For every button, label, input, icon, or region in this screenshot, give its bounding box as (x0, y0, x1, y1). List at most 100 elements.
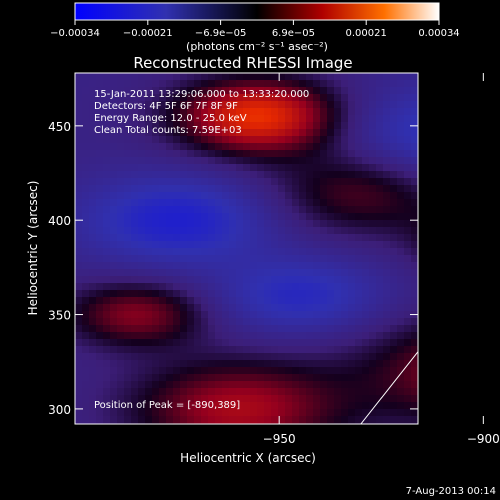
heatmap-cell (159, 402, 167, 410)
heatmap-cell (383, 283, 391, 291)
heatmap-cell (110, 381, 118, 389)
heatmap-cell (124, 192, 132, 200)
heatmap-cell (264, 353, 272, 361)
heatmap-cell (299, 325, 307, 333)
heatmap-cell (138, 255, 146, 263)
heatmap-cell (292, 73, 300, 81)
heatmap-cell (201, 360, 209, 368)
heatmap-cell (229, 178, 237, 186)
heatmap-cell (96, 87, 104, 95)
heatmap-cell (145, 409, 153, 417)
heatmap-cell (208, 367, 216, 375)
heatmap-cell (278, 115, 286, 123)
heatmap-cell (236, 409, 244, 417)
heatmap-cell (313, 220, 321, 228)
heatmap-cell (383, 276, 391, 284)
heatmap-cell (334, 416, 342, 424)
heatmap-cell (390, 122, 398, 130)
heatmap-cell (327, 80, 335, 88)
heatmap-cell (96, 150, 104, 158)
heatmap-cell (243, 241, 251, 249)
heatmap-cell (285, 381, 293, 389)
heatmap-cell (341, 276, 349, 284)
heatmap-cell (341, 213, 349, 221)
heatmap-cell (75, 241, 83, 249)
heatmap-cell (306, 115, 314, 123)
heatmap-cell (390, 206, 398, 214)
heatmap-cell (110, 143, 118, 151)
heatmap-cell (390, 304, 398, 312)
heatmap-cell (397, 150, 405, 158)
y-tick-label: 450 (48, 120, 71, 134)
heatmap-cell (257, 402, 265, 410)
heatmap-cell (187, 108, 195, 116)
heatmap-cell (229, 87, 237, 95)
heatmap-cell (348, 339, 356, 347)
heatmap-cell (362, 94, 370, 102)
heatmap-cell (82, 381, 90, 389)
heatmap-cell (82, 262, 90, 270)
heatmap-cell (180, 143, 188, 151)
heatmap-cell (383, 185, 391, 193)
heatmap-cell (187, 171, 195, 179)
heatmap-cell (348, 101, 356, 109)
heatmap-cell (292, 241, 300, 249)
heatmap-cell (236, 395, 244, 403)
heatmap-cell (138, 409, 146, 417)
heatmap-cell (243, 255, 251, 263)
heatmap-cell (390, 311, 398, 319)
heatmap-cell (215, 290, 223, 298)
limb-line (360, 350, 418, 424)
heatmap-cell (292, 157, 300, 165)
heatmap-cell (159, 318, 167, 326)
heatmap-cell (82, 213, 90, 221)
heatmap-cell (341, 381, 349, 389)
heatmap-cell (138, 220, 146, 228)
heatmap-cell (362, 409, 370, 417)
heatmap-cell (229, 255, 237, 263)
heatmap-cell (243, 87, 251, 95)
heatmap-cell (306, 304, 314, 312)
heatmap-cell (411, 346, 418, 354)
heatmap-cell (159, 171, 167, 179)
heatmap-cell (292, 318, 300, 326)
heatmap-cell (201, 409, 209, 417)
heatmap-cell (138, 206, 146, 214)
heatmap-cell (110, 360, 118, 368)
heatmap-cell (159, 332, 167, 340)
heatmap-cell (124, 87, 132, 95)
heatmap-cell (271, 241, 279, 249)
heatmap-cell (208, 143, 216, 151)
heatmap-cell (390, 353, 398, 361)
heatmap-cell (320, 332, 328, 340)
heatmap-cell (341, 171, 349, 179)
heatmap-cell (271, 115, 279, 123)
heatmap-cell (124, 381, 132, 389)
heatmap-cell (194, 255, 202, 263)
heatmap-cell (110, 171, 118, 179)
heatmap-cell (82, 115, 90, 123)
heatmap-cell (124, 234, 132, 242)
heatmap-cell (355, 115, 363, 123)
heatmap-cell (257, 73, 265, 81)
heatmap-cell (89, 73, 97, 81)
heatmap-cell (327, 311, 335, 319)
heatmap-cell (75, 164, 83, 172)
heatmap-cell (166, 248, 174, 256)
heatmap-cell (124, 339, 132, 347)
heatmap-cell (117, 346, 125, 354)
heatmap-cell (208, 248, 216, 256)
heatmap-cell (306, 213, 314, 221)
heatmap-cell (264, 297, 272, 305)
heatmap-cell (187, 311, 195, 319)
heatmap-cell (306, 409, 314, 417)
heatmap-cell (194, 318, 202, 326)
heatmap-cell (348, 192, 356, 200)
heatmap-cell (271, 290, 279, 298)
heatmap-cell (173, 395, 181, 403)
heatmap-cell (173, 360, 181, 368)
heatmap-cell (222, 101, 230, 109)
heatmap-cell (355, 178, 363, 186)
heatmap-cell (313, 297, 321, 305)
